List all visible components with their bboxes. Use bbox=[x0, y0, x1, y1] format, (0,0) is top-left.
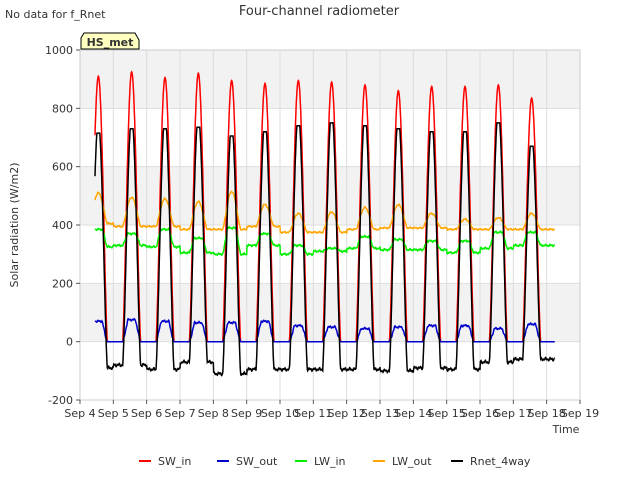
x-axis-label: Time bbox=[552, 423, 580, 436]
x-tick-label: Sep 18 bbox=[528, 407, 566, 420]
y-axis-label: Solar radiation (W/m2) bbox=[8, 162, 21, 287]
x-tick-label: Sep 7 bbox=[164, 407, 195, 420]
band-0 bbox=[80, 283, 580, 342]
legend-label: SW_out bbox=[236, 455, 278, 468]
legend-label: LW_in bbox=[314, 455, 346, 468]
x-tick-label: Sep 4 bbox=[64, 407, 95, 420]
series-line-lw-in bbox=[94, 226, 556, 257]
legend-item-lw-in: LW_in bbox=[295, 455, 346, 468]
y-tick-label: -200 bbox=[48, 394, 73, 407]
x-tick-label: Sep 13 bbox=[361, 407, 399, 420]
legend: SW_in SW_out LW_in LW_out Rnet_4way bbox=[139, 455, 531, 468]
legend-label: SW_in bbox=[158, 455, 191, 468]
legend-item-sw-out: SW_out bbox=[217, 455, 278, 468]
x-tick-label: Sep 5 bbox=[98, 407, 129, 420]
no-data-note: No data for f_Rnet bbox=[5, 8, 106, 21]
y-tick-label: 400 bbox=[52, 219, 73, 232]
y-tick-label: 600 bbox=[52, 161, 73, 174]
y-tick-label: 1000 bbox=[45, 44, 73, 57]
chart-title: Four-channel radiometer bbox=[239, 4, 400, 19]
legend-label: Rnet_4way bbox=[470, 455, 531, 468]
series-line-lw-out bbox=[94, 190, 555, 235]
series-line-sw-out bbox=[94, 317, 555, 343]
legend-item-sw-in: SW_in bbox=[139, 455, 191, 468]
station-badge: HS_met bbox=[80, 32, 140, 50]
x-tick-label: Sep 6 bbox=[131, 407, 162, 420]
x-tick-label: Sep 12 bbox=[328, 407, 366, 420]
y-tick-label: 200 bbox=[52, 277, 73, 290]
legend-label: LW_out bbox=[392, 455, 432, 468]
y-tick-label: 800 bbox=[52, 102, 73, 115]
y-tick-label: 0 bbox=[66, 336, 73, 349]
x-tick-label: Sep 9 bbox=[231, 407, 262, 420]
station-badge-label: HS_met bbox=[87, 36, 134, 49]
series-line-rnet-4way bbox=[94, 122, 556, 377]
x-tick-label: Sep 16 bbox=[461, 407, 499, 420]
y-axis-ticks: -200 0 200 400 600 800 1000 bbox=[45, 44, 80, 407]
x-tick-label: Sep 14 bbox=[394, 407, 432, 420]
x-tick-label: Sep 15 bbox=[428, 407, 466, 420]
x-tick-label: Sep 8 bbox=[198, 407, 229, 420]
legend-item-rnet-4way: Rnet_4way bbox=[451, 455, 531, 468]
x-tick-label: Sep 10 bbox=[261, 407, 299, 420]
x-tick-label: Sep 11 bbox=[294, 407, 332, 420]
x-tick-label: Sep 17 bbox=[494, 407, 532, 420]
band-400 bbox=[80, 166, 580, 225]
legend-item-lw-out: LW_out bbox=[373, 455, 432, 468]
x-tick-label: Sep 19 bbox=[561, 407, 599, 420]
series-layer bbox=[94, 70, 556, 377]
